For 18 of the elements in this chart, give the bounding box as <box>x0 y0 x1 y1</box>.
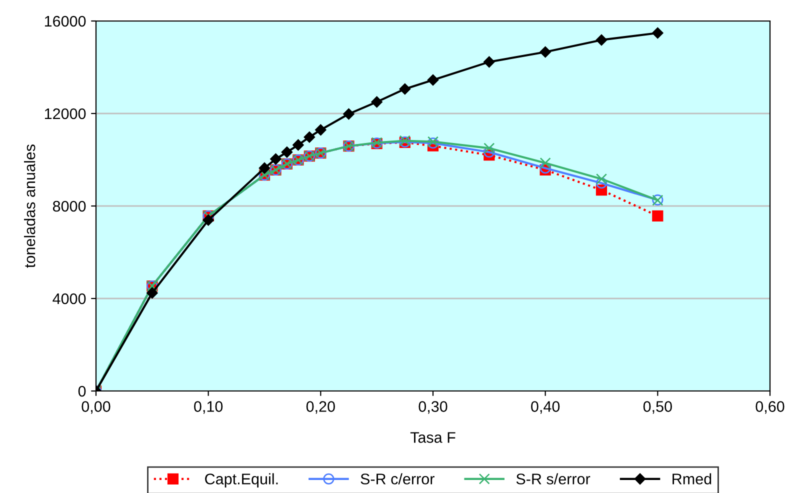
legend-label: Rmed <box>672 473 712 484</box>
x-tick-label: 0,40 <box>531 401 560 414</box>
x-tick-label: 0,20 <box>306 401 335 414</box>
x-axis-title: Tasa F <box>410 432 456 443</box>
y-axis-title: toneladas anuales <box>24 144 36 268</box>
y-tick-label: 12000 <box>44 108 86 120</box>
x-tick-label: 0,30 <box>418 401 448 414</box>
y-tick-label: 8000 <box>52 200 86 212</box>
y-tick-label: 4000 <box>52 293 86 304</box>
x-tick-label: 0,10 <box>194 401 223 414</box>
legend-label: S-R s/error <box>516 473 590 484</box>
x-tick-label: 0,60 <box>756 401 784 414</box>
x-tick-label: 0,00 <box>82 401 110 414</box>
y-tick-label: 16000 <box>44 16 86 27</box>
x-tick-label: 0,50 <box>643 401 672 414</box>
legend-label: S-R c/error <box>360 473 434 484</box>
legend-label: Capt.Equil. <box>205 473 278 488</box>
y-tick-label: 0 <box>78 386 86 397</box>
